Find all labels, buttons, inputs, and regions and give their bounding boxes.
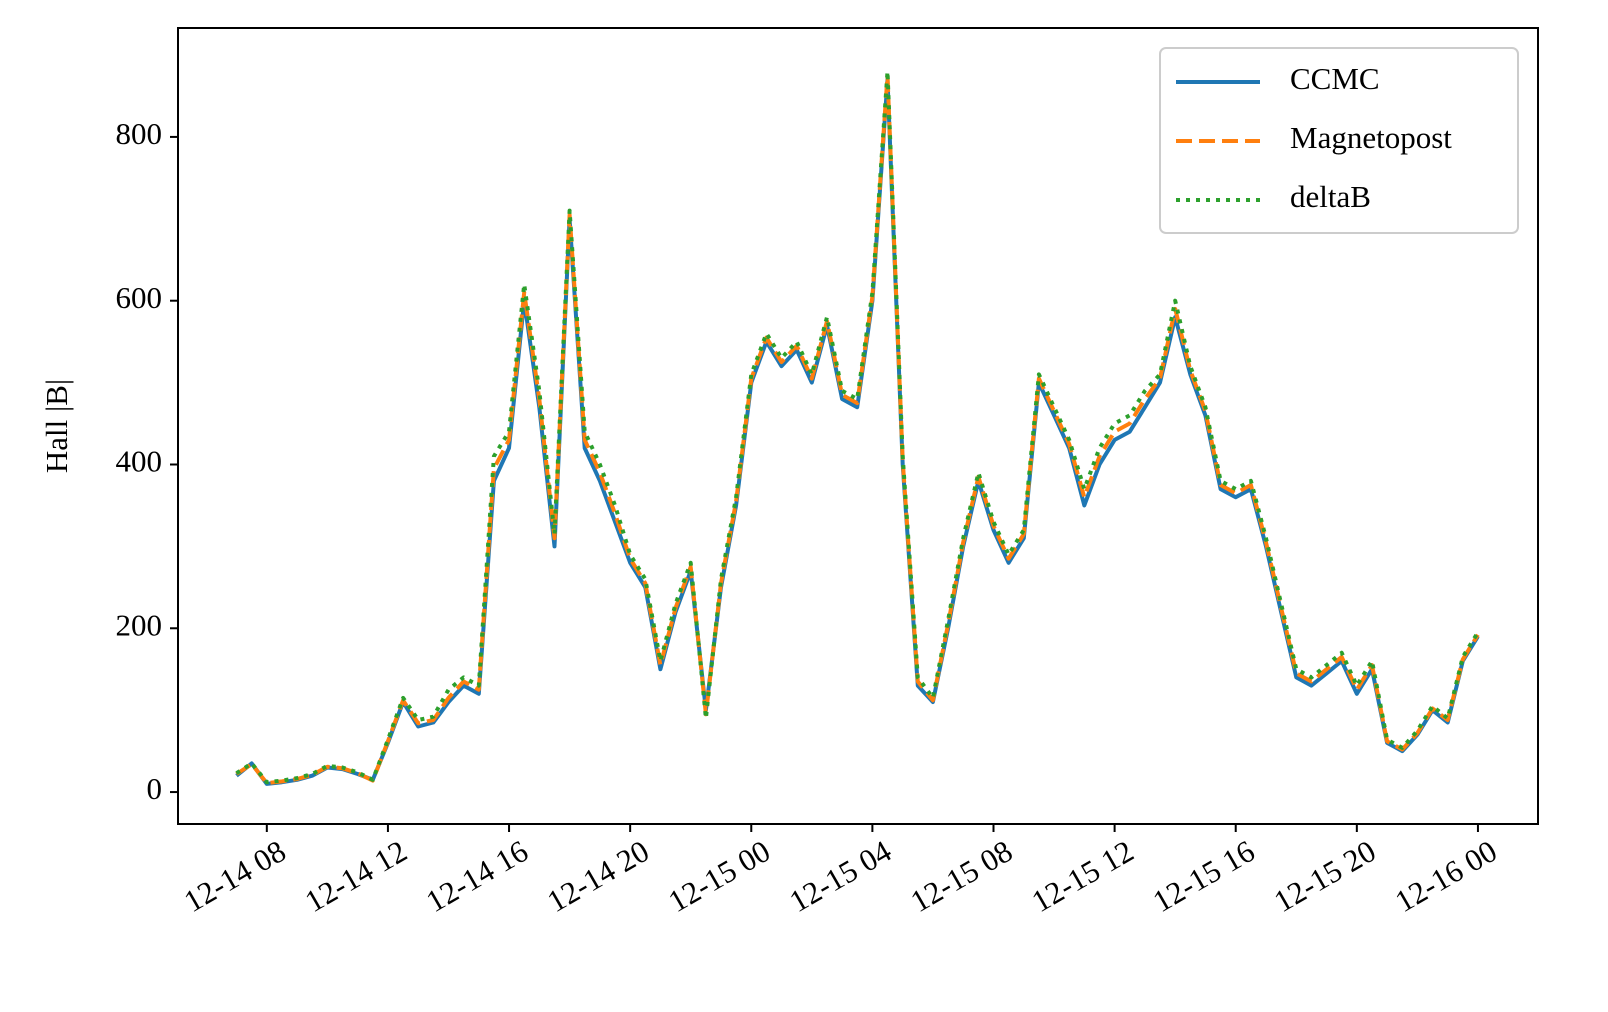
x-tick-label: 12-15 12 — [1026, 833, 1140, 919]
x-tick-label: 12-15 04 — [783, 833, 897, 919]
x-tick-label: 12-14 08 — [178, 833, 292, 919]
x-tick-label: 12-15 20 — [1268, 833, 1382, 919]
x-tick-label: 12-14 20 — [541, 833, 655, 919]
y-tick-label: 400 — [116, 444, 163, 479]
x-tick-label: 12-15 16 — [1147, 833, 1261, 919]
plot-frame — [177, 27, 1539, 825]
x-tick-label: 12-15 00 — [662, 833, 776, 919]
series-line — [235, 73, 1480, 786]
y-tick-label: 200 — [116, 607, 163, 642]
y-tick-label: 600 — [116, 280, 163, 315]
x-tick-label: 12-14 12 — [299, 833, 413, 919]
y-tick-label: 800 — [116, 116, 163, 151]
y-axis-label: Hall |B| — [39, 379, 74, 473]
x-tick-label: 12-16 00 — [1389, 833, 1503, 919]
legend-label: CCMC — [1290, 61, 1380, 96]
x-tick-label: 12-15 08 — [905, 833, 1019, 919]
y-tick-label: 0 — [147, 771, 163, 806]
x-tick-label: 12-14 16 — [420, 833, 534, 919]
series-line — [235, 69, 1480, 785]
legend-label: deltaB — [1290, 179, 1371, 214]
legend-label: Magnetopost — [1290, 120, 1452, 155]
legend-box — [1159, 47, 1519, 234]
